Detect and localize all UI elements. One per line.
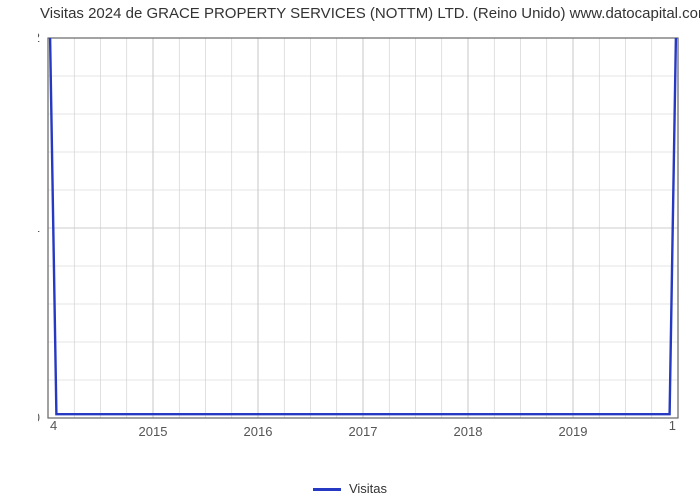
svg-text:1: 1: [669, 418, 676, 433]
svg-text:2: 2: [38, 30, 40, 45]
svg-text:2017: 2017: [349, 424, 378, 439]
svg-text:2016: 2016: [244, 424, 273, 439]
svg-text:1: 1: [38, 220, 40, 235]
legend-swatch: [313, 488, 341, 491]
legend: Visitas: [0, 481, 700, 496]
chart-area: 0 1 2 2015 2016 2017 2018 2019 4 1: [38, 30, 688, 450]
legend-label: Visitas: [349, 481, 387, 496]
svg-text:2015: 2015: [139, 424, 168, 439]
line-chart-svg: 0 1 2 2015 2016 2017 2018 2019 4 1: [38, 30, 688, 450]
svg-text:0: 0: [38, 410, 40, 425]
svg-text:2019: 2019: [559, 424, 588, 439]
svg-text:4: 4: [50, 418, 57, 433]
svg-text:2018: 2018: [454, 424, 483, 439]
chart-title: Visitas 2024 de GRACE PROPERTY SERVICES …: [40, 5, 690, 22]
